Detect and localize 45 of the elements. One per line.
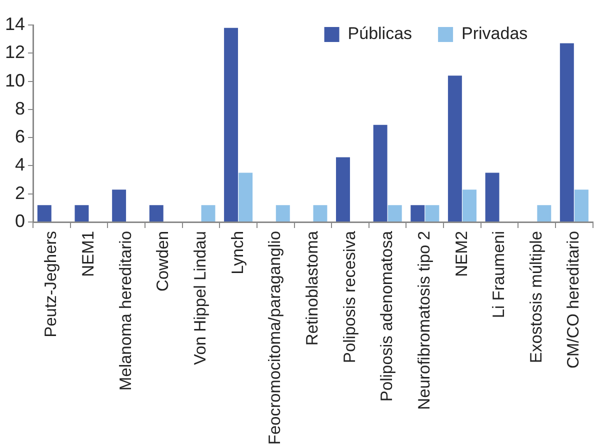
- bar: [224, 28, 238, 222]
- x-tick-label: NEM2: [452, 231, 471, 277]
- bar: [37, 205, 52, 222]
- x-tick-label: CM/CO hereditario: [564, 231, 583, 369]
- x-tick-label: Neurofibromatosis tipo 2: [415, 231, 434, 410]
- x-tick-label: Li Fraumeni: [490, 231, 508, 318]
- bar: [149, 205, 164, 222]
- bar: [462, 190, 476, 222]
- y-tick-label: 14: [4, 14, 26, 34]
- bar: [388, 205, 402, 222]
- legend-label: Privadas: [462, 24, 528, 44]
- bar: [238, 172, 253, 222]
- bar: [336, 157, 350, 222]
- x-tick-label: Lynch: [228, 231, 247, 274]
- y-tick-label: 2: [15, 182, 26, 203]
- bar: [313, 205, 328, 222]
- y-tick-label: 6: [15, 126, 26, 147]
- x-tick-label: Retinoblastoma: [303, 230, 322, 346]
- x-tick-label: Cowden: [154, 231, 172, 292]
- x-tick-label: Exostosis múltiple: [527, 231, 546, 364]
- bar: [574, 190, 588, 222]
- x-tick-label: Von Hippel Lindau: [192, 231, 210, 365]
- bar: [112, 190, 126, 222]
- y-tick-label: 10: [4, 70, 26, 90]
- bar: [425, 205, 440, 222]
- bar: [201, 205, 216, 222]
- legend-label: Públicas: [348, 24, 412, 44]
- y-tick-label: 12: [4, 42, 26, 62]
- bar: [373, 124, 388, 222]
- bar: [485, 172, 500, 222]
- y-tick-label: 4: [15, 154, 26, 175]
- x-tick-label: NEM1: [80, 231, 98, 277]
- x-tick-label: Feocromocitoma/paraganglio: [266, 231, 284, 445]
- x-tick-label: Poliposis recesiva: [340, 230, 359, 364]
- y-tick-label: 0: [15, 210, 26, 231]
- y-tick-label: 8: [15, 98, 26, 118]
- bar: [537, 205, 552, 222]
- x-tick-label: Poliposis adenomatosa: [378, 230, 396, 402]
- x-tick-label: Peutz-Jeghers: [42, 231, 60, 338]
- bar: [74, 205, 89, 222]
- bar: [410, 205, 425, 222]
- bar: [276, 205, 290, 222]
- x-tick-label: Melanoma hereditario: [116, 231, 135, 391]
- bar: [560, 43, 574, 222]
- bar: [448, 76, 462, 222]
